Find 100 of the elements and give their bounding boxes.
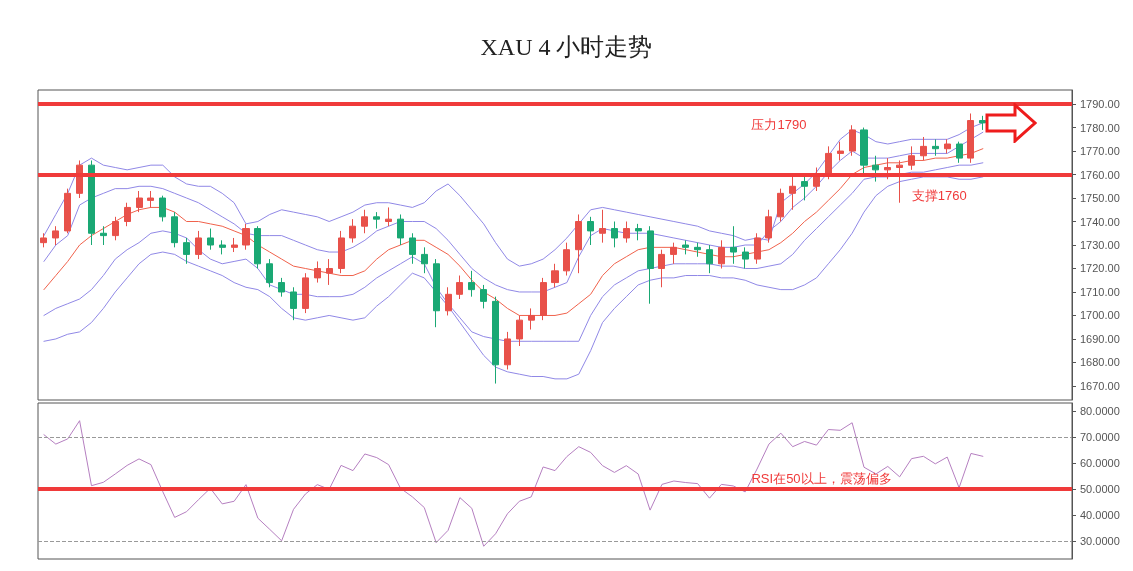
candlestick <box>860 127 868 176</box>
line-series <box>43 420 984 547</box>
candlestick <box>849 124 856 157</box>
candlestick <box>52 225 59 246</box>
candlestick <box>314 260 321 284</box>
candlestick <box>100 225 107 246</box>
candlestick <box>516 314 523 347</box>
candlestick <box>825 145 832 180</box>
y-tick-label: 50.0000 <box>1080 482 1120 495</box>
candlestick <box>528 307 535 331</box>
candlestick <box>480 284 487 309</box>
candlestick <box>361 209 368 234</box>
candlestick <box>837 141 844 161</box>
y-tick-label: 1750.00 <box>1080 192 1120 205</box>
y-tick-label: 1700.00 <box>1080 309 1120 322</box>
candlestick <box>551 263 559 288</box>
candlestick <box>682 239 689 255</box>
y-tick-label: 1780.00 <box>1080 121 1120 134</box>
candlestick <box>777 188 784 223</box>
candlestick <box>956 141 963 164</box>
candlestick <box>409 232 416 265</box>
candlestick <box>171 211 178 248</box>
candlestick <box>445 286 452 316</box>
candlestick <box>421 246 428 274</box>
candlestick <box>349 218 356 244</box>
candlestick <box>658 249 665 288</box>
candlestick <box>373 211 380 230</box>
candlestick <box>908 145 915 171</box>
y-tick-label: 80.0000 <box>1080 404 1120 417</box>
y-tick-label: 1690.00 <box>1080 332 1120 345</box>
candlestick <box>278 277 285 298</box>
candlestick <box>730 225 737 265</box>
candlestick <box>207 228 214 251</box>
candlestick <box>920 136 927 161</box>
candlestick <box>587 216 594 246</box>
y-tick-label: 1740.00 <box>1080 215 1120 228</box>
candlestick <box>195 230 202 260</box>
candlestick <box>385 206 392 227</box>
candlestick <box>254 225 261 269</box>
candlestick <box>456 275 463 300</box>
candlestick <box>302 272 309 314</box>
candlestick <box>266 258 273 288</box>
candlestick <box>433 258 440 328</box>
candlestick <box>290 286 297 321</box>
y-tick-label: 1680.00 <box>1080 356 1120 369</box>
candlestick <box>183 237 190 265</box>
candlestick <box>670 242 677 265</box>
ref-line-label: RSI在50以上，震荡偏多 <box>751 470 892 486</box>
y-tick-label: 30.0000 <box>1080 534 1120 547</box>
y-tick-label: 1760.00 <box>1080 168 1120 181</box>
candlestick <box>765 209 772 244</box>
candlestick <box>231 237 238 253</box>
candlestick <box>742 246 749 269</box>
y-tick-label: 1790.00 <box>1080 98 1120 111</box>
candlestick <box>635 223 642 241</box>
candlestick <box>242 223 250 251</box>
candlestick <box>326 258 333 286</box>
chart-title: XAU 4 小时走势 <box>480 34 653 60</box>
y-tick-label: 1670.00 <box>1080 379 1120 392</box>
candlestick <box>718 239 725 269</box>
y-tick-label: 1730.00 <box>1080 239 1120 251</box>
y-tick-label: 60.0000 <box>1080 456 1120 469</box>
candlestick <box>647 225 654 305</box>
candlestick <box>611 221 618 248</box>
candlestick <box>694 242 701 258</box>
y-tick-label: 70.0000 <box>1080 430 1120 443</box>
candlestick <box>124 202 131 227</box>
candlestick <box>136 190 143 213</box>
candlestick <box>504 331 511 370</box>
candlestick <box>219 239 226 255</box>
ref-line-label: 压力1790 <box>751 117 807 133</box>
candlestick <box>112 216 119 241</box>
candlestick <box>575 213 582 274</box>
candlestick <box>492 296 499 385</box>
candlestick <box>540 277 547 321</box>
candlestick <box>623 221 630 244</box>
candlestick <box>801 176 808 201</box>
candlestick <box>884 157 891 180</box>
candlestick <box>872 155 879 183</box>
candlestick <box>88 159 95 246</box>
candlestick <box>754 232 761 265</box>
candlestick <box>468 270 475 298</box>
candlestick <box>967 112 974 164</box>
candlestick <box>397 213 404 246</box>
y-tick-label: 1770.00 <box>1080 145 1120 158</box>
candlestick <box>563 242 570 277</box>
candlestick <box>789 176 796 211</box>
candlestick <box>896 159 903 204</box>
candlestick <box>979 115 986 131</box>
candlestick <box>338 230 345 274</box>
y-tick-label: 40.0000 <box>1080 508 1120 521</box>
candlestick <box>599 209 606 244</box>
candlestick <box>159 195 166 223</box>
line-series <box>43 148 984 316</box>
candlestick <box>932 138 939 157</box>
candlestick <box>944 138 951 154</box>
candlestick <box>40 232 47 248</box>
candlestick <box>706 244 713 274</box>
y-tick-label: 1720.00 <box>1080 262 1120 275</box>
candlestick <box>64 188 71 234</box>
